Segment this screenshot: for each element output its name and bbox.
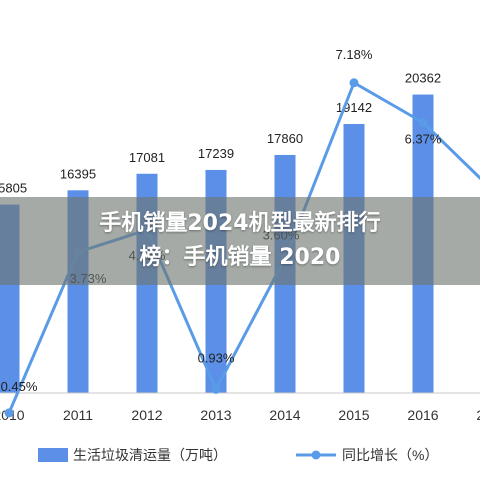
x-tick-2011: 2011 [63, 407, 93, 423]
legend-bar-label: 生活垃圾清运量（万吨） [73, 447, 227, 463]
growth-point-2016 [418, 117, 428, 127]
banner-line-2: 榜：手机销量 2020 [139, 245, 341, 270]
growth-point-2010 [4, 408, 14, 418]
banner-line-1: 手机销量2024机型最新排行 [99, 211, 381, 236]
bar-label-2014: 17860 [267, 131, 303, 146]
title-banner: 手机销量2024机型最新排行 榜：手机销量 2020 [0, 197, 480, 285]
x-tick-2016: 2016 [407, 407, 438, 423]
bar-value-labels: 158051639517081172391786019142203622 [0, 71, 441, 196]
legend-line-marker [311, 450, 321, 460]
bar-label-2013: 17239 [198, 146, 234, 161]
x-tick-labels: 20102011201220132014201520162017 [0, 407, 480, 423]
growth-label-2015: 7.18% [336, 47, 373, 62]
growth-point-2013 [211, 384, 221, 394]
bar-label-2012: 17081 [129, 150, 165, 165]
x-tick-2013: 2013 [200, 407, 231, 423]
bar-label-2011: 16395 [60, 166, 96, 181]
x-tick-2012: 2012 [131, 407, 162, 423]
bar-label-2010: 15805 [0, 181, 27, 196]
growth-point-2015 [349, 78, 359, 88]
growth-label-2013: 0.93% [198, 350, 235, 365]
legend-bar-swatch [38, 448, 68, 462]
x-tick-2014: 2014 [269, 407, 300, 423]
bar-label-2016: 20362 [405, 71, 441, 86]
growth-label-2010: 0.45% [1, 379, 38, 394]
legend-line-label: 同比增长（%） [342, 447, 438, 463]
x-tick-2017: 2017 [476, 407, 480, 423]
growth-label-2016: 6.37% [405, 131, 442, 146]
legend: 生活垃圾清运量（万吨） 同比增长（%） [38, 447, 438, 463]
x-tick-2015: 2015 [338, 407, 369, 423]
